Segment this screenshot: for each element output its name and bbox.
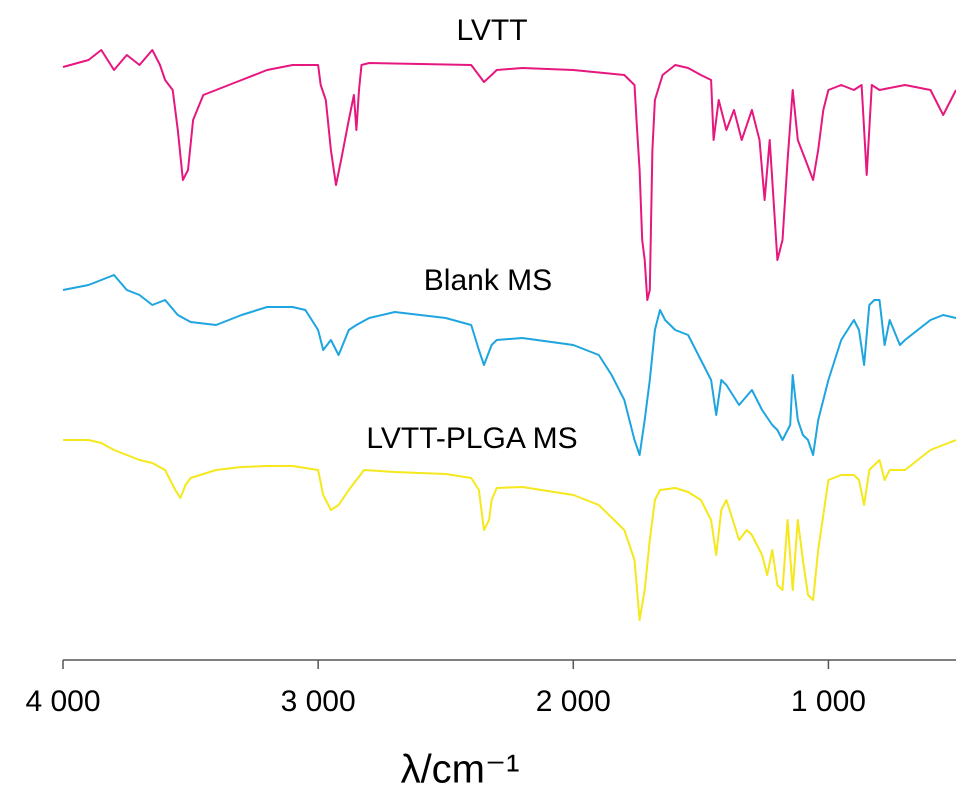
x-tick-label: 3 000 [281,685,356,718]
x-tick-label: 1 000 [791,685,866,718]
x-axis-title: λ/cm⁻¹ [401,748,520,792]
spectrum-line [63,439,956,621]
series-label: Blank MS [424,264,552,297]
x-tick-label: 4 000 [25,685,100,718]
x-tick-label: 2 000 [536,685,611,718]
series-label: LVTT-PLGA MS [366,422,577,455]
series-label: LVTT [456,14,527,47]
spectrum-line [62,49,956,301]
spectrum-line [62,274,956,456]
